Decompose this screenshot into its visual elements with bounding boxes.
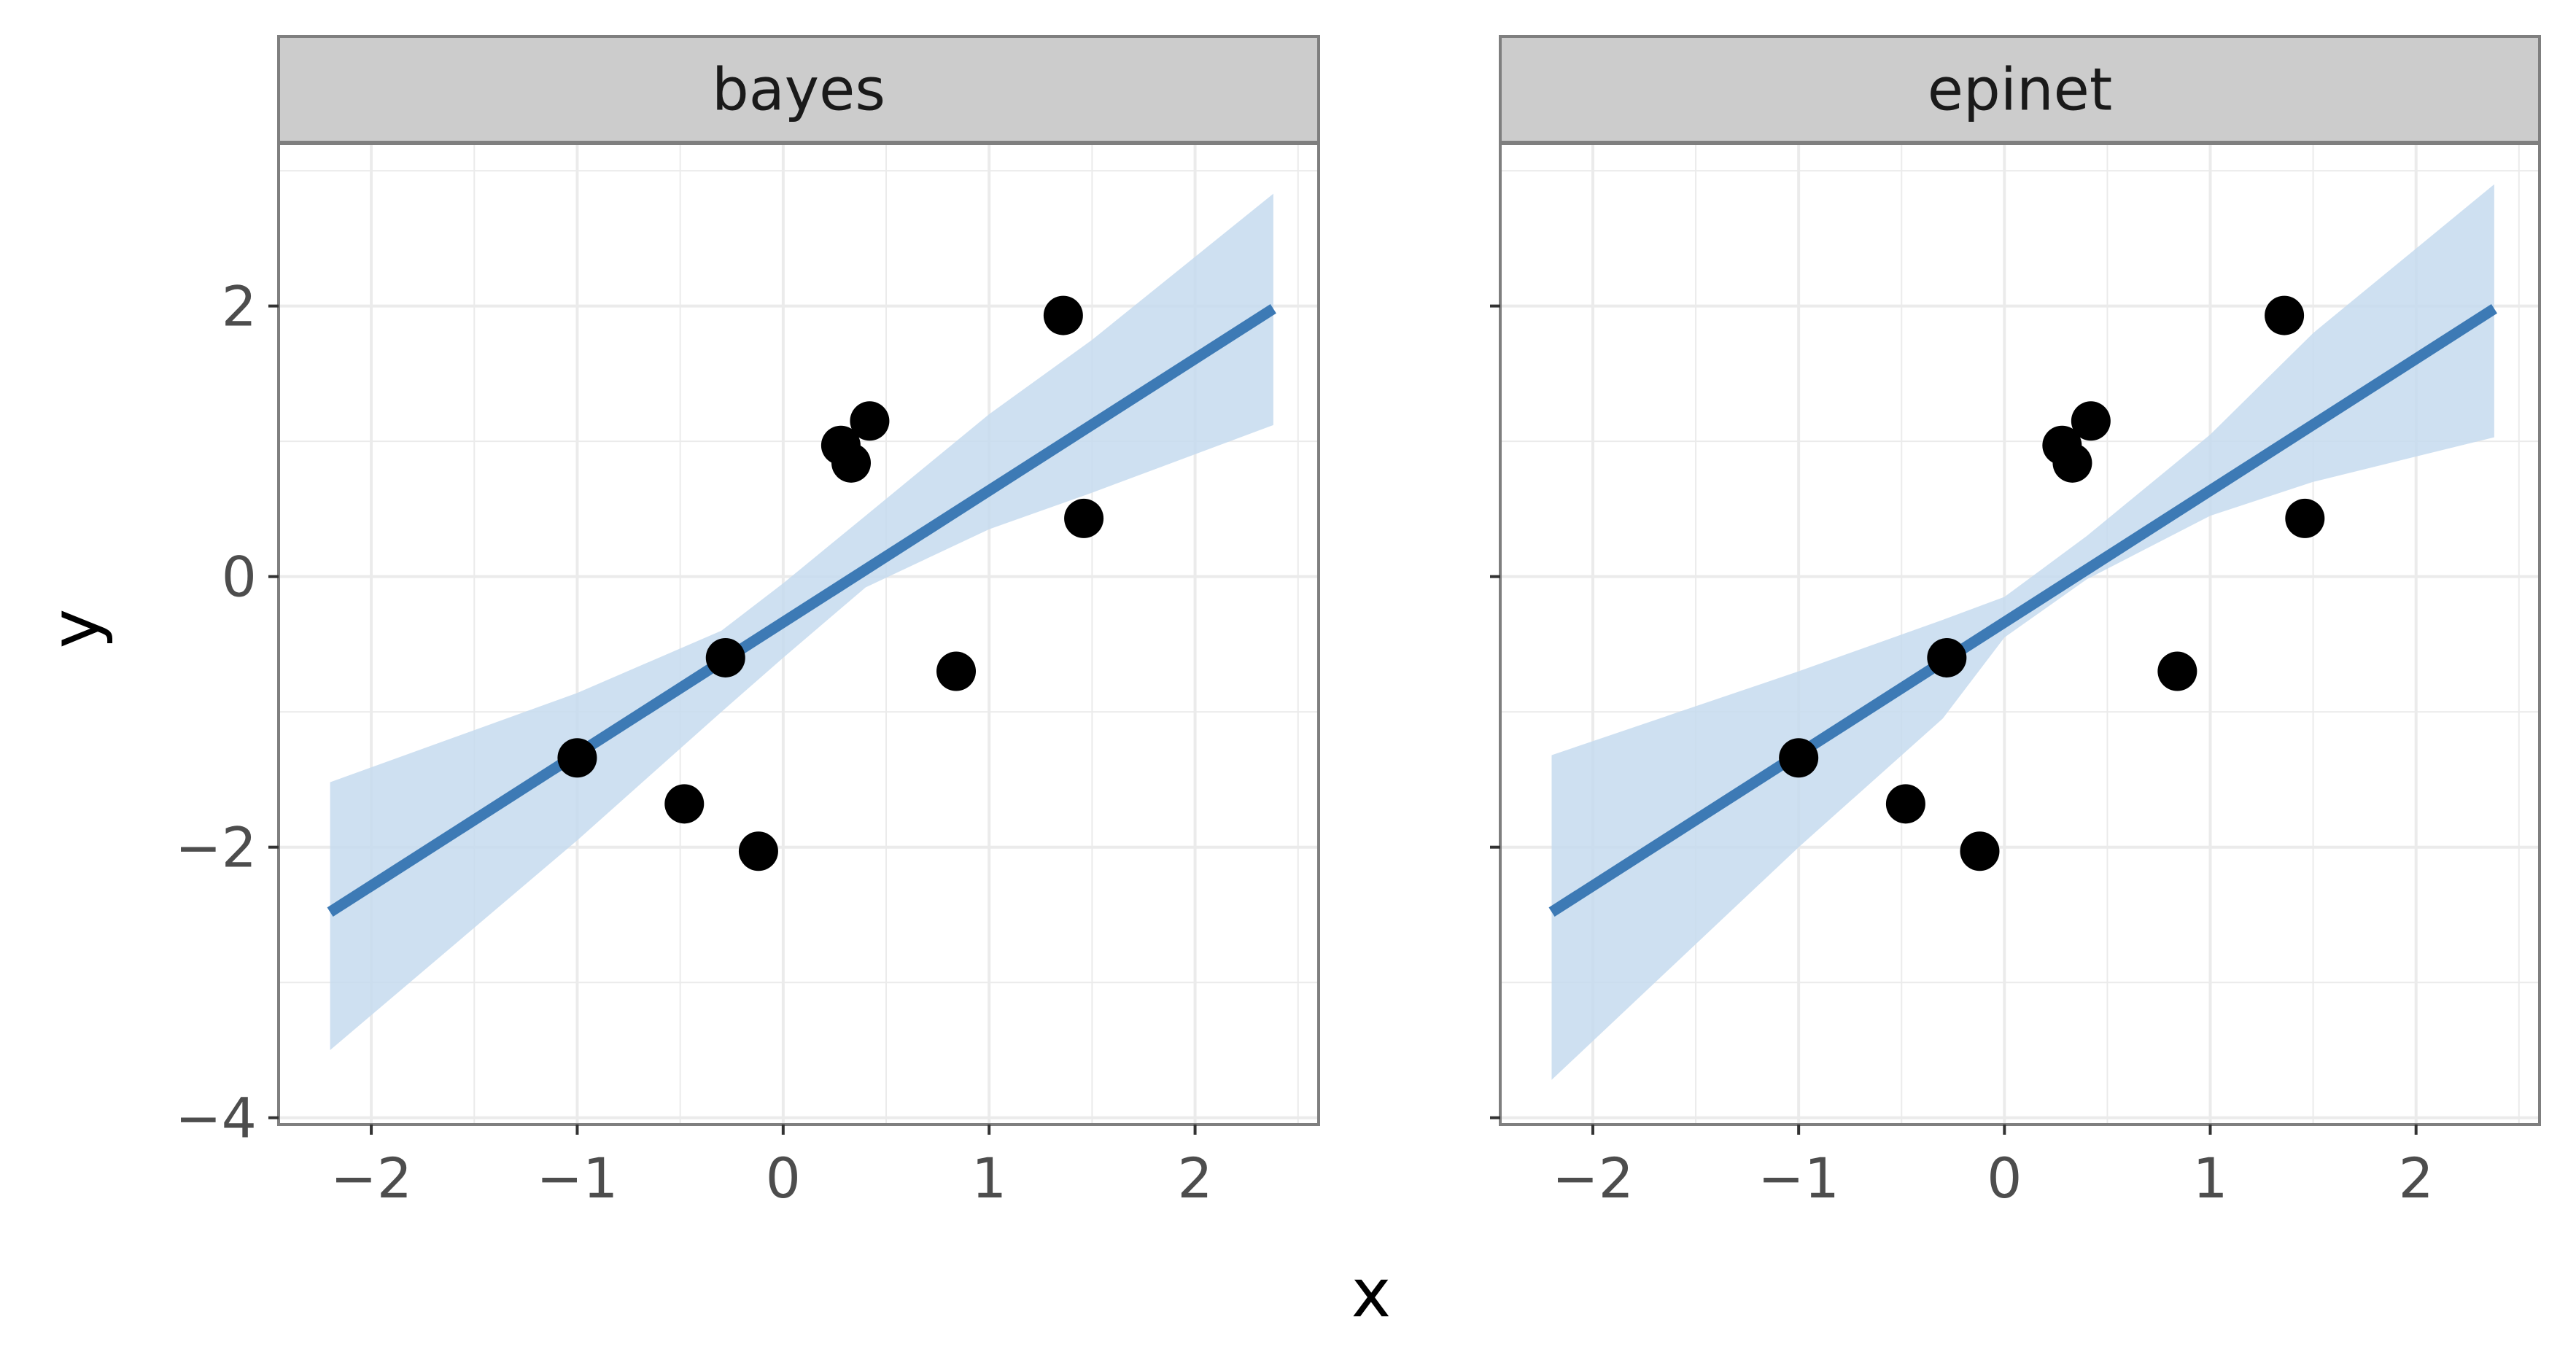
data-point [1885, 784, 1925, 824]
data-point [2285, 498, 2325, 538]
x-tick-label: 2 [2399, 1146, 2434, 1211]
x-tick-label: 2 [1177, 1146, 1212, 1211]
x-axis-title: x [1351, 1254, 1391, 1332]
x-tick-label: 0 [1987, 1146, 2022, 1211]
y-tick-label: 0 [222, 545, 257, 610]
data-point [738, 831, 778, 871]
data-point [2157, 651, 2197, 691]
x-tick-label: 1 [2192, 1146, 2227, 1211]
x-tick-label: −1 [536, 1146, 618, 1211]
data-point [1043, 295, 1083, 335]
data-point [850, 401, 890, 441]
y-tick-label: 2 [222, 274, 257, 339]
data-point [1064, 498, 1104, 538]
data-point [2052, 443, 2092, 483]
data-point [936, 651, 977, 691]
y-tick-label: −2 [175, 815, 257, 880]
confidence-band [1551, 184, 2494, 1080]
y-axis-title: y [36, 609, 115, 648]
data-point [2071, 401, 2111, 441]
x-tick-label: 1 [971, 1146, 1006, 1211]
facet-strip [1499, 35, 2541, 144]
confidence-band [330, 193, 1273, 1051]
data-point [705, 637, 745, 677]
data-point [557, 738, 597, 778]
panel-bayes: bayes −2 −1 0 1 2 −4 −2 0 2 [175, 35, 1320, 1211]
data-point [831, 443, 872, 483]
panel-epinet: epinet −2 −1 0 1 2 [1490, 35, 2541, 1211]
data-point [1927, 637, 1967, 677]
data-point [1960, 831, 2000, 871]
x-tick-label: −2 [330, 1146, 412, 1211]
facet-strip-label: bayes [712, 56, 885, 124]
x-tick-label: −2 [1552, 1146, 1634, 1211]
y-tick-label: −4 [175, 1086, 257, 1151]
x-tick-label: −1 [1758, 1146, 1839, 1211]
facet-strip-label: epinet [1928, 56, 2113, 124]
regression-line [1548, 304, 2497, 917]
data-point [2265, 295, 2305, 335]
data-point [664, 784, 705, 824]
facet-strip [277, 35, 1320, 144]
x-tick-label: 0 [766, 1146, 801, 1211]
data-point [1779, 738, 1819, 778]
regression-line [327, 304, 1276, 917]
